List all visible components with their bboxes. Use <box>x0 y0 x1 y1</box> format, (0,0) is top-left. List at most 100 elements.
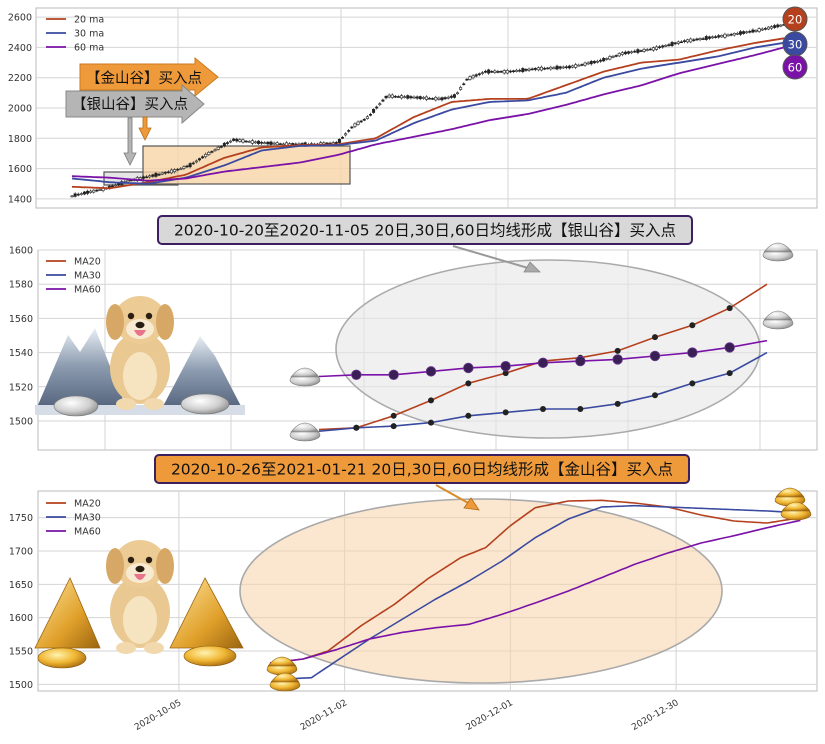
silver-ingot-icon <box>53 395 99 417</box>
candle-body <box>110 185 114 188</box>
y-tick-label: 1750 <box>9 513 33 524</box>
candle-body <box>334 142 338 144</box>
candle-body <box>210 151 214 153</box>
candle-body <box>241 139 245 143</box>
candle-body <box>477 73 481 76</box>
ma-badge-label: 20 <box>788 13 803 27</box>
data-point <box>502 370 509 377</box>
candle-body <box>661 45 665 48</box>
ma-badge-label: 30 <box>788 38 803 52</box>
candle-body <box>773 25 777 28</box>
candle-body <box>704 36 708 40</box>
candle-body <box>384 95 388 99</box>
candle-body <box>533 67 537 70</box>
candle-body <box>79 193 83 195</box>
data-point <box>577 405 584 412</box>
candle-body <box>275 142 279 146</box>
legend-label: 20 ma <box>74 15 104 26</box>
candle-body <box>617 53 621 57</box>
candle-body <box>658 46 662 49</box>
gold-decoration <box>34 540 244 669</box>
ingot-top <box>270 672 300 683</box>
data-point <box>726 305 733 312</box>
data-point <box>614 347 621 354</box>
candle-body <box>350 126 354 129</box>
candle-body <box>452 94 456 98</box>
candle-body <box>630 51 634 54</box>
candle-body <box>611 56 615 58</box>
candle-body <box>247 141 251 143</box>
candle-body <box>232 138 236 141</box>
data-point <box>537 357 549 369</box>
candle-body <box>201 156 205 159</box>
candle-body <box>468 76 472 80</box>
data-point <box>649 350 661 362</box>
candle-body <box>86 190 90 194</box>
candle-body <box>717 35 721 38</box>
candle-body <box>272 142 276 145</box>
candle-body <box>592 60 596 64</box>
candle-body <box>154 172 158 177</box>
x-tick-label: 2020-10-05 <box>133 698 183 733</box>
candle-body <box>148 175 152 178</box>
candle-body <box>651 47 655 51</box>
candle-body <box>368 113 372 116</box>
y-tick-label: 1560 <box>9 314 33 325</box>
y-tick-label: 1400 <box>8 194 32 205</box>
data-point <box>390 412 397 419</box>
candle-body <box>169 169 173 174</box>
y-tick-label: 1500 <box>9 680 33 691</box>
candle-body <box>505 70 509 74</box>
candle-body <box>555 65 559 70</box>
gold-ingot-icon <box>37 647 87 669</box>
y-tick-label: 2200 <box>8 73 32 84</box>
candle-body <box>561 66 565 69</box>
candle-body <box>695 38 699 41</box>
data-point <box>388 369 399 380</box>
data-point <box>428 419 434 426</box>
ma20-line <box>269 499 801 664</box>
candle-body <box>502 70 506 74</box>
panel-candlestick: 1400 1600 1800 2000 2200 2400 2600 【金山谷】买入点【银山谷… <box>8 6 818 209</box>
candle-body <box>359 120 363 123</box>
silver-pointer-arrow <box>123 117 137 166</box>
candle-body <box>642 48 646 52</box>
panel-silver-valley: 1500 1520 1540 1560 1580 1600 MA20 MA30 MA60 2020… <box>9 215 818 451</box>
candle-body <box>714 36 718 38</box>
candle-body <box>163 171 167 174</box>
candle-body <box>490 71 494 73</box>
candle-body <box>390 94 394 98</box>
candle-body <box>692 39 696 42</box>
candle-body <box>754 29 758 32</box>
mountain-icon <box>160 336 244 412</box>
ma-badge <box>782 6 808 32</box>
y-tick-label: 1600 <box>8 164 32 175</box>
candle-body <box>176 168 180 171</box>
candle-body <box>437 97 441 100</box>
silver-ingot-icon <box>289 422 321 442</box>
candle-body <box>763 28 767 30</box>
ingot-top <box>290 367 320 378</box>
candle-body <box>524 68 528 71</box>
candle-body <box>499 70 503 73</box>
candle-body <box>173 169 177 173</box>
candle-body <box>138 177 142 180</box>
x-tick-label: 2020-11-02 <box>299 698 349 733</box>
candle-body <box>362 119 366 121</box>
candle-body <box>465 78 469 81</box>
candle-body <box>400 95 404 99</box>
candle-body <box>639 50 643 52</box>
candle-body <box>244 140 248 143</box>
candle-body <box>614 55 618 57</box>
data-point <box>612 354 623 365</box>
candle-body <box>76 193 80 196</box>
candle-body <box>518 69 522 72</box>
candle-body <box>235 138 239 142</box>
gold-ingot-icon <box>269 672 301 692</box>
data-point <box>502 409 509 416</box>
candle-body <box>530 68 534 71</box>
data-point <box>351 369 362 380</box>
candle-body <box>378 103 382 106</box>
silver-decoration <box>35 296 245 417</box>
y-tick-label: 2000 <box>8 104 32 115</box>
